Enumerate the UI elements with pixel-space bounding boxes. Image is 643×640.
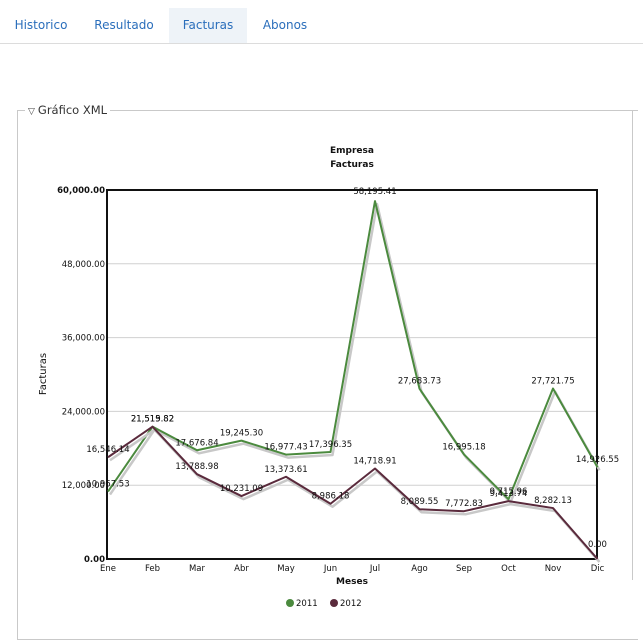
data-label: 27,683.73	[398, 377, 441, 387]
triangle-down-icon[interactable]: ▽	[28, 107, 35, 117]
x-tick-label: Dic	[591, 564, 605, 574]
data-label: 9,413.74	[490, 489, 528, 499]
panel-legend[interactable]: ▽ Gráfico XML	[25, 102, 111, 120]
data-label: 14,718.91	[353, 456, 396, 466]
data-label: 27,721.75	[531, 377, 574, 387]
chart-subtitle: Facturas	[330, 160, 374, 170]
legend-label: 2012	[340, 599, 362, 609]
y-tick-label: 60,000.00	[57, 186, 105, 196]
y-tick-label: 0.00	[84, 555, 105, 565]
x-tick-label: Jun	[323, 564, 337, 574]
data-label: 58,195.41	[353, 187, 396, 197]
panel-legend-label: Gráfico XML	[37, 103, 108, 117]
y-tick-label: 48,000.00	[62, 260, 105, 270]
y-tick-label: 12,000.00	[62, 481, 105, 491]
series-shadow-2011	[108, 202, 601, 504]
x-tick-label: Sep	[456, 564, 472, 574]
plot-frame	[106, 189, 598, 560]
data-label: 10,967.53	[86, 480, 129, 490]
grid-lines	[107, 263, 597, 486]
data-label: 10,231.09	[220, 484, 263, 494]
tab-facturas[interactable]: Facturas	[169, 8, 247, 43]
x-tick-label: May	[277, 564, 295, 574]
y-axis-ticks: 0.00 12,000.00 24,000.00 36,000.00 48,000.00…	[57, 186, 105, 565]
y-tick-label: 36,000.00	[62, 334, 105, 344]
series-line-2012	[107, 425, 599, 560]
data-label: 13,373.61	[264, 465, 307, 475]
data-label: 16,546.14	[86, 445, 129, 455]
x-axis-ticks: Ene Feb Mar Abr May Jun Jul Ago Sep Oct Nov Dic	[100, 564, 605, 574]
data-label: 16,995.18	[442, 442, 485, 452]
x-tick-label: Mar	[189, 564, 206, 574]
tab-bar: Historico Resultado Facturas Abonos	[0, 0, 643, 44]
tab-abonos[interactable]: Abonos	[262, 18, 308, 32]
data-label: 21,519.82	[131, 415, 174, 425]
data-label: 0.00	[588, 540, 607, 550]
x-tick-label: Feb	[145, 564, 160, 574]
x-tick-label: Jul	[369, 564, 380, 574]
panel-divider	[632, 110, 633, 580]
data-label: 8,986.18	[312, 492, 350, 502]
data-label: 7,772.83	[445, 499, 483, 509]
x-tick-label: Nov	[545, 564, 562, 574]
data-label: 21,515.82	[131, 415, 174, 425]
y-axis-title: Facturas	[38, 353, 49, 395]
data-label: 13,788.98	[175, 462, 218, 472]
data-label: 17,676.84	[175, 438, 218, 448]
y-tick-label: 24,000.00	[62, 407, 105, 417]
data-label: 9,715.96	[490, 487, 528, 497]
legend-marker	[330, 599, 338, 607]
series-lines	[107, 200, 601, 563]
chart-title: Empresa	[330, 146, 374, 156]
data-label: 17,396.35	[309, 440, 352, 450]
tab-resultado[interactable]: Resultado	[94, 18, 154, 32]
tab-historico[interactable]: Historico	[14, 18, 68, 32]
legend-label: 2011	[296, 599, 318, 609]
data-label: 14,926.55	[576, 455, 619, 465]
x-tick-label: Ago	[411, 564, 427, 574]
series-line-2011	[107, 200, 599, 501]
data-label: 19,245.30	[220, 429, 263, 439]
x-tick-label: Ene	[100, 564, 116, 574]
data-labels: 10,967.5321,519.8217,676.8419,245.3016,9…	[86, 187, 619, 550]
chart-legend: 2011 2012	[286, 599, 362, 609]
data-label: 8,282.13	[534, 496, 572, 506]
x-tick-label: Oct	[501, 564, 516, 574]
x-axis-title: Meses	[336, 577, 368, 587]
data-label: 8,089.55	[401, 497, 439, 507]
legend-marker	[286, 599, 294, 607]
x-tick-label: Abr	[234, 564, 249, 574]
data-label: 16,977.43	[264, 443, 307, 453]
